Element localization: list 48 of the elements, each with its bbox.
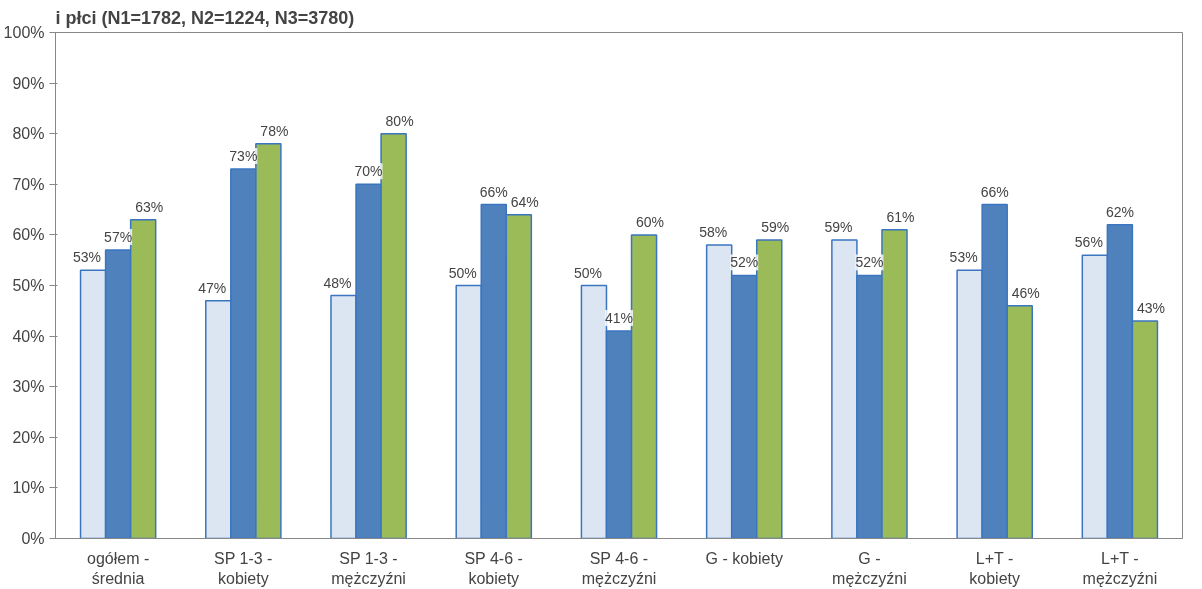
data-label: 66%	[980, 183, 1009, 200]
data-label: 64%	[510, 193, 539, 210]
chart-title: i płci (N1=1782, N2=1224, N3=3780)	[55, 7, 355, 28]
y-tick-label: 100%	[3, 24, 45, 41]
data-label: 59%	[761, 218, 790, 235]
data-label: 80%	[385, 112, 414, 129]
data-label: 73%	[229, 148, 258, 165]
data-label: 57%	[104, 229, 133, 246]
data-label: 59%	[824, 218, 853, 235]
data-label: 52%	[730, 254, 759, 271]
y-tick-label: 0%	[21, 530, 45, 547]
y-tick-label: 70%	[12, 175, 45, 193]
y-tick-label: 90%	[12, 74, 45, 92]
data-label: 46%	[1011, 284, 1040, 301]
data-label: 63%	[135, 198, 164, 215]
x-tick-label: L+T - mężczyźni	[1082, 549, 1158, 587]
data-label: 53%	[73, 249, 102, 266]
y-tick-label: 40%	[12, 327, 45, 345]
y-tick-label: 20%	[12, 428, 45, 446]
data-label: 43%	[1136, 299, 1165, 316]
data-label: 52%	[855, 254, 884, 271]
y-tick-label: 60%	[12, 226, 45, 244]
data-label: 56%	[1074, 234, 1103, 251]
data-label: 66%	[479, 183, 508, 200]
data-label: 58%	[699, 224, 728, 241]
x-tick-label: L+T - kobiety	[969, 549, 1021, 587]
x-tick-label: SP 1-3 - mężczyźni	[331, 549, 406, 587]
y-tick-label: 10%	[12, 479, 45, 497]
data-label: 61%	[886, 208, 915, 225]
data-label: 41%	[604, 310, 634, 327]
x-tick-label: SP 1-3 - kobiety	[213, 549, 273, 587]
x-tick-label: ogółem - średnia	[86, 549, 150, 587]
data-label: 53%	[949, 249, 978, 266]
data-label: 50%	[448, 264, 477, 281]
data-label: 70%	[354, 163, 383, 180]
y-tick-label: 80%	[12, 125, 45, 143]
data-label: 50%	[573, 264, 602, 281]
data-label: 60%	[636, 213, 665, 230]
data-label: 48%	[323, 274, 352, 291]
data-label: 62%	[1105, 203, 1134, 220]
x-tick-label: SP 4-6 - mężczyźni	[581, 549, 657, 587]
x-tick-label: G - kobiety	[705, 549, 783, 567]
data-label: 78%	[260, 122, 289, 139]
y-tick-label: 50%	[12, 277, 45, 294]
y-tick-label: 30%	[12, 378, 45, 396]
x-tick-label: G - mężczyźni	[832, 549, 907, 587]
x-tick-label: SP 4-6 - kobiety	[464, 549, 523, 587]
data-label: 47%	[198, 279, 227, 296]
